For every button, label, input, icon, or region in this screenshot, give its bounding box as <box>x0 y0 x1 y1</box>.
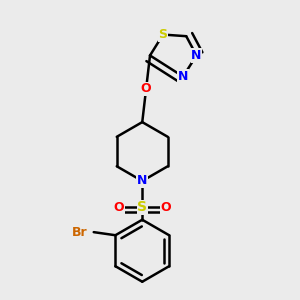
Text: O: O <box>141 82 152 95</box>
Text: O: O <box>160 201 171 214</box>
Text: S: S <box>159 28 168 41</box>
Text: Br: Br <box>72 226 88 238</box>
Text: N: N <box>137 175 147 188</box>
Text: O: O <box>114 201 124 214</box>
Text: S: S <box>137 200 147 214</box>
Text: N: N <box>191 49 202 62</box>
Text: N: N <box>178 70 188 83</box>
